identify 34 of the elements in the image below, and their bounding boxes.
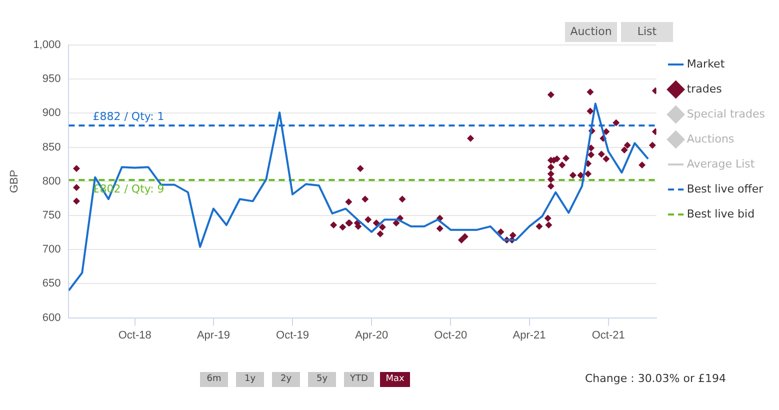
y-tick-label: 650 [42, 278, 61, 290]
text: 2y [272, 372, 300, 387]
text: 1y [236, 372, 264, 387]
x-tick-label: Oct-18 [118, 329, 152, 342]
y-tick-label: 850 [42, 141, 61, 154]
text: 6m [200, 372, 228, 387]
text: Max [380, 372, 410, 387]
text: 5y [308, 372, 336, 387]
y-tick-label: 950 [42, 73, 61, 86]
y-tick-label: 600 [42, 312, 61, 324]
y-tick-label: 800 [42, 175, 61, 188]
y-tick-label: 700 [42, 244, 61, 256]
y-tick-label: 900 [42, 107, 61, 120]
x-tick-label: Oct-20 [434, 329, 468, 342]
y-tick-label: 1,000 [33, 39, 61, 52]
legend-label: Auctions [686, 132, 734, 146]
text: YTD [344, 372, 374, 387]
x-tick-label: Apr-21 [512, 329, 546, 342]
legend-label: Special trades [686, 107, 766, 120]
legend-label: Best live bid [686, 207, 755, 220]
annotation: £882 / Qty: 1 [92, 110, 164, 123]
x-tick-label: Apr-20 [355, 329, 388, 342]
legend-label: Average List [686, 157, 756, 170]
legend-label: Market [686, 57, 726, 70]
text: Change : 30.03% or £194 [585, 372, 726, 385]
x-tick-label: Oct-19 [276, 329, 310, 342]
y-axis-title: GBP [8, 170, 21, 194]
text: List [621, 22, 673, 42]
legend-label: trades [686, 82, 722, 96]
x-tick-label: Oct-21 [592, 329, 625, 342]
text: Auction [565, 22, 617, 42]
x-tick-label: Apr-19 [196, 329, 230, 342]
legend-label: Best live offer [686, 182, 764, 196]
y-tick-label: 750 [42, 210, 61, 222]
